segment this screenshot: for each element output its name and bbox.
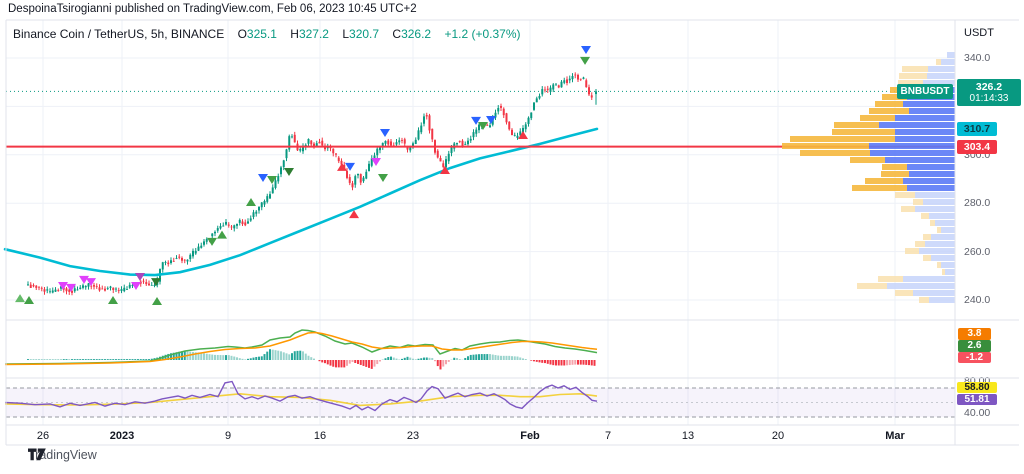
time-axis-label: Mar <box>885 430 905 442</box>
time-axis-label: 23 <box>406 430 420 442</box>
up-signal-triangle <box>246 197 256 206</box>
high-value: 327.2 <box>298 27 329 41</box>
macd-histogram <box>27 349 596 370</box>
symbol-flag-badge: BNBUSDT <box>897 84 953 99</box>
rsi-value-badge: 51.81 <box>957 393 997 405</box>
price-line-badge: 303.4 <box>957 140 997 154</box>
ma-value-badge: 310.7 <box>957 122 997 136</box>
down-signal-triangle <box>486 115 496 124</box>
price-axis-label: 340.0 <box>964 52 991 64</box>
up-signal-triangle <box>15 294 25 303</box>
candlestick-series <box>27 72 597 296</box>
last-price-badge: 326.2 01:14:33 <box>957 79 1021 106</box>
up-signal-triangle <box>440 166 450 175</box>
down-signal-triangle <box>258 174 268 183</box>
macd-signal-line <box>4 331 598 366</box>
down-signal-triangle <box>207 237 217 246</box>
rsi-ma-line <box>4 392 598 407</box>
currency-label: USDT <box>964 27 994 39</box>
down-signal-triangle <box>58 281 68 290</box>
symbol-header: Binance Coin / TetherUS, 5h, BINANCE O32… <box>13 27 521 41</box>
time-axis-label: 7 <box>604 430 612 442</box>
attribution-text: DespoinaTsirogianni published on Trading… <box>8 3 417 15</box>
tradingview-logo[interactable]: TradingView <box>28 448 97 462</box>
last-price-value: 326.2 <box>975 80 1003 93</box>
macd-line-badge: 2.6 <box>958 340 991 352</box>
price-axis-label: 280.0 <box>964 197 991 210</box>
up-signal-triangle <box>217 230 227 239</box>
moving-average-line <box>3 127 599 277</box>
down-signal-triangle <box>478 122 488 131</box>
price-axis-label: 240.0 <box>964 294 991 306</box>
bar-countdown: 01:14:33 <box>969 92 1009 104</box>
tradingview-logo-icon <box>28 448 46 461</box>
volume-profile <box>782 52 955 303</box>
down-signal-triangle <box>79 275 89 284</box>
down-signal-triangle <box>345 162 355 171</box>
symbol-title[interactable]: Binance Coin / TetherUS, 5h, BINANCE <box>13 27 225 41</box>
change-value: +1.2 (+0.37%) <box>444 27 521 41</box>
up-signal-triangle <box>108 296 118 304</box>
down-signal-triangle <box>471 116 481 125</box>
down-signal-triangle <box>371 158 381 167</box>
down-signal-triangle <box>580 56 590 65</box>
time-axis-label: 9 <box>224 430 232 442</box>
up-signal-triangle <box>24 296 34 304</box>
signal-markers <box>15 46 591 305</box>
time-axis-label: Feb <box>520 430 540 442</box>
price-axis-label: 260.0 <box>964 245 991 258</box>
down-signal-triangle <box>86 278 96 287</box>
down-signal-triangle <box>284 167 294 176</box>
time-axis-label: 2023 <box>109 430 135 442</box>
down-signal-triangle <box>581 46 591 55</box>
time-axis-label: 16 <box>313 430 327 442</box>
tradingview-logo-text: TradingView <box>28 448 97 462</box>
close-label: C <box>392 27 402 41</box>
close-value: 326.2 <box>401 27 432 41</box>
rsi-ma-badge: 58.80 <box>957 381 997 393</box>
down-signal-triangle <box>378 174 388 183</box>
rsi-axis-40: 40.00 <box>964 407 991 419</box>
low-value: 320.7 <box>349 27 380 41</box>
down-signal-triangle <box>66 283 76 292</box>
low-label: L <box>342 27 350 41</box>
macd-signal-badge: 3.8 <box>958 328 991 340</box>
time-axis-label: 13 <box>681 430 695 442</box>
down-signal-triangle <box>380 129 390 138</box>
open-value: 325.1 <box>246 27 277 41</box>
time-axis-label: 26 <box>36 430 50 442</box>
macd-histogram-badge: -1.2 <box>958 351 991 363</box>
time-axis-label: 20 <box>771 430 785 442</box>
down-signal-triangle <box>151 278 161 287</box>
high-label: H <box>290 27 299 41</box>
macd-line <box>4 329 598 365</box>
down-signal-triangle <box>131 281 141 290</box>
open-label: O <box>237 27 247 41</box>
rsi-line <box>4 380 598 412</box>
up-signal-triangle <box>518 130 528 139</box>
up-signal-triangle <box>349 210 359 219</box>
down-signal-triangle <box>267 175 277 184</box>
up-signal-triangle <box>337 162 347 171</box>
up-signal-triangle <box>152 296 162 305</box>
down-signal-triangle <box>135 273 145 282</box>
